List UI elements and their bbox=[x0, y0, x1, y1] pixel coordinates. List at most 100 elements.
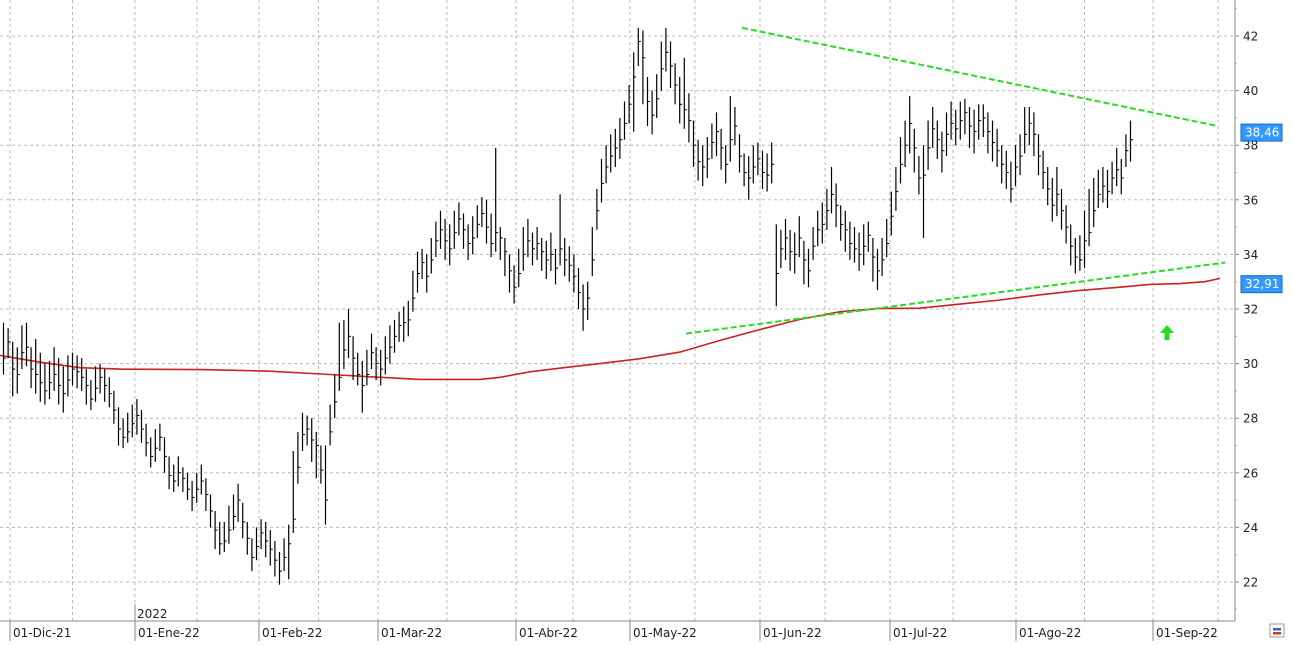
price-bar bbox=[853, 227, 857, 263]
price-bar bbox=[734, 107, 738, 146]
price-bar bbox=[472, 216, 476, 255]
price-bar bbox=[669, 41, 673, 88]
price-bar bbox=[784, 218, 788, 260]
price-bar bbox=[324, 445, 328, 525]
price-bar bbox=[274, 541, 278, 577]
price-bar bbox=[21, 325, 25, 370]
price-bar bbox=[209, 494, 213, 528]
price-bar bbox=[559, 194, 563, 266]
price-bar bbox=[311, 418, 315, 462]
price-bar bbox=[338, 322, 342, 391]
price-bar bbox=[863, 224, 867, 266]
price-bar bbox=[7, 328, 11, 359]
price-bar bbox=[674, 63, 678, 105]
price-bar bbox=[334, 374, 338, 419]
price-bar bbox=[177, 456, 181, 487]
price-bar bbox=[913, 128, 917, 173]
price-bar bbox=[251, 538, 255, 572]
price-bar bbox=[366, 349, 370, 386]
x-tick-label: 01-Ene-22 bbox=[138, 626, 200, 640]
price-bar bbox=[826, 188, 830, 230]
up-arrow-icon bbox=[1160, 325, 1174, 340]
price-bar bbox=[288, 524, 292, 580]
grid-layer bbox=[0, 0, 1235, 621]
price-bar bbox=[1097, 169, 1101, 208]
price-bar bbox=[886, 218, 890, 258]
price-bar bbox=[297, 431, 301, 484]
price-bar bbox=[136, 399, 140, 435]
price-bar bbox=[76, 355, 80, 389]
price-bar bbox=[205, 478, 209, 511]
x-tick-label: 01-Feb-22 bbox=[262, 626, 322, 640]
price-bar bbox=[835, 183, 839, 228]
price-bar bbox=[945, 112, 949, 157]
price-bar bbox=[867, 221, 871, 252]
price-bar bbox=[964, 98, 968, 135]
x-tick-label: 01-Jun-22 bbox=[763, 626, 822, 640]
price-bar bbox=[476, 205, 480, 238]
price-bar bbox=[978, 104, 982, 140]
price-bar bbox=[513, 265, 517, 304]
price-bar bbox=[715, 112, 719, 157]
price-bar bbox=[775, 224, 779, 307]
price-bar bbox=[752, 145, 756, 184]
price-bar bbox=[352, 336, 356, 380]
price-bar bbox=[122, 418, 126, 449]
price-bar bbox=[44, 363, 48, 405]
price-bar bbox=[393, 319, 397, 353]
price-bar bbox=[1042, 150, 1046, 189]
price-bar bbox=[637, 27, 641, 66]
price-bar bbox=[2, 322, 6, 375]
price-bar bbox=[830, 167, 834, 214]
price-bar bbox=[67, 355, 71, 397]
ma-value-label: 32,91 bbox=[1245, 277, 1279, 291]
price-bar bbox=[881, 238, 885, 277]
price-bar bbox=[665, 27, 669, 72]
price-bar bbox=[320, 445, 324, 484]
y-tick-label: 34 bbox=[1243, 248, 1258, 262]
price-bar bbox=[1005, 150, 1009, 189]
price-bar bbox=[541, 238, 545, 271]
trendlines bbox=[685, 26, 1226, 335]
price-bar bbox=[729, 96, 733, 162]
price-bar bbox=[936, 120, 940, 159]
price-bar bbox=[1116, 147, 1120, 187]
price-bar bbox=[1010, 161, 1014, 203]
year-marker-label: 2022 bbox=[137, 607, 168, 621]
price-bar bbox=[508, 254, 512, 293]
price-bar bbox=[117, 407, 121, 446]
price-bar bbox=[688, 93, 692, 143]
price-bar bbox=[600, 158, 604, 203]
price-bar bbox=[163, 437, 167, 473]
price-bar bbox=[950, 101, 954, 140]
price-bar bbox=[449, 224, 453, 266]
price-bar bbox=[71, 352, 75, 386]
price-bar bbox=[1014, 145, 1018, 187]
price-bar bbox=[499, 227, 503, 260]
price-bar bbox=[587, 281, 591, 320]
price-bar bbox=[200, 464, 204, 495]
price-bar bbox=[242, 502, 246, 539]
price-bar bbox=[577, 268, 581, 309]
price-bar bbox=[467, 224, 471, 260]
price-bar bbox=[1083, 210, 1087, 269]
price-bar bbox=[426, 254, 430, 293]
price-bar bbox=[90, 380, 94, 410]
y-tick-label: 30 bbox=[1243, 357, 1258, 371]
price-bar bbox=[35, 339, 39, 394]
price-bar bbox=[554, 248, 558, 285]
price-bar bbox=[711, 123, 715, 159]
price-bar bbox=[771, 142, 775, 184]
price-bar bbox=[660, 41, 664, 91]
price-bar bbox=[481, 197, 485, 228]
price-bar bbox=[927, 120, 931, 170]
price-bar bbox=[430, 238, 434, 274]
price-bar bbox=[416, 251, 420, 293]
price-bar bbox=[53, 347, 57, 391]
price-bar bbox=[1056, 167, 1060, 217]
price-bar bbox=[518, 248, 522, 288]
y-tick-label: 28 bbox=[1243, 412, 1258, 426]
price-bar bbox=[582, 284, 586, 331]
price-bar bbox=[191, 481, 195, 511]
price-bar bbox=[849, 221, 853, 260]
